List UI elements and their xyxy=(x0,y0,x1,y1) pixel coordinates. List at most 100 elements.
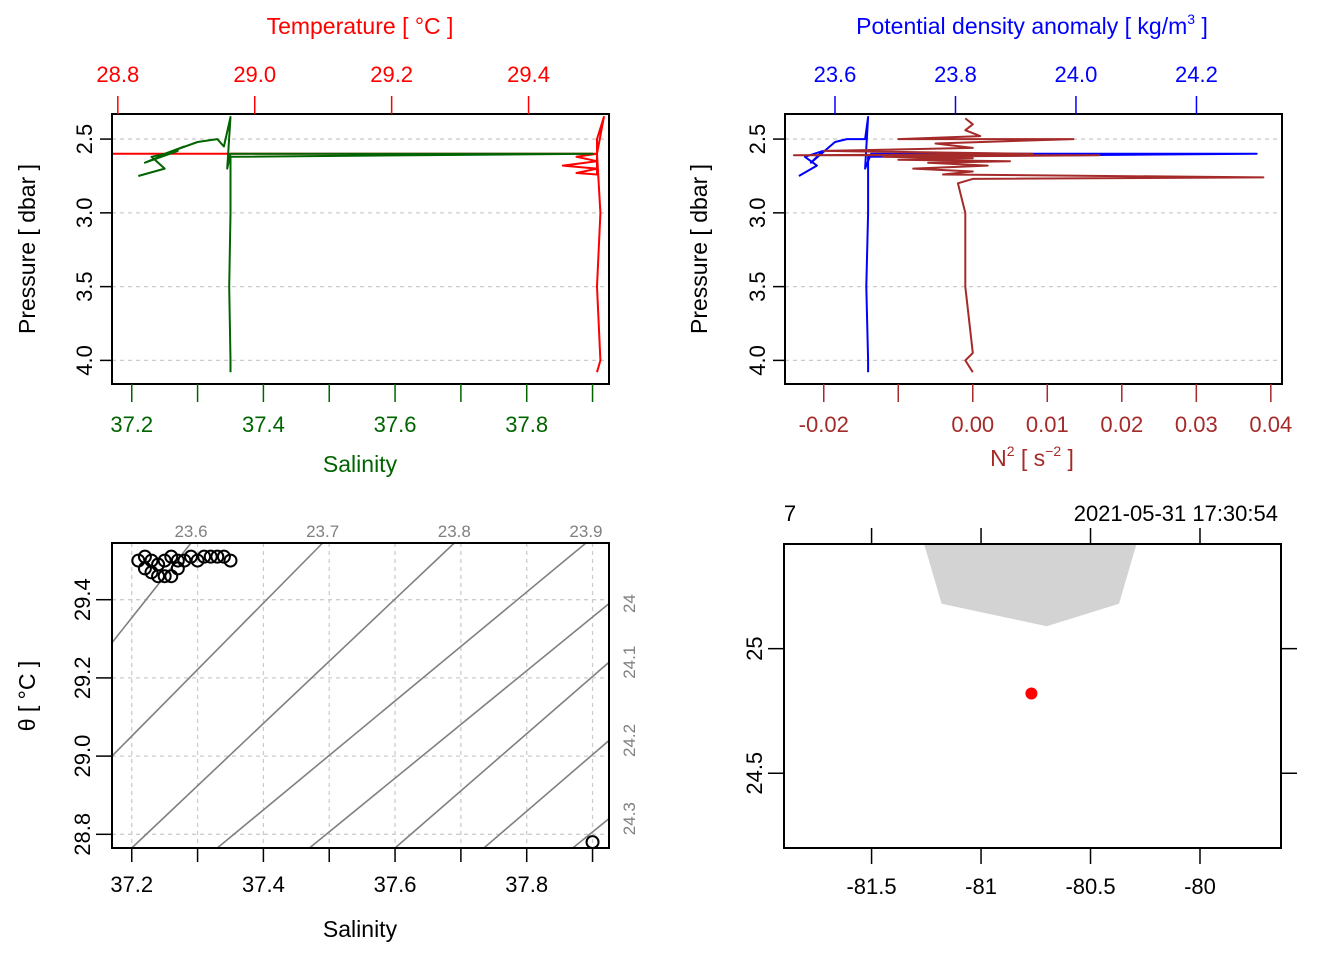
y-axis-latitude: 24.5 25 xyxy=(742,636,1297,795)
x-tick-label: 37.4 xyxy=(242,872,285,897)
ts-point xyxy=(210,549,225,564)
ts-point xyxy=(223,553,238,568)
plot-frame xyxy=(783,543,1282,849)
ts-point xyxy=(170,561,185,576)
land-group xyxy=(924,544,1137,627)
isopycnal-line xyxy=(572,818,610,849)
bottom-tick-label: 0.04 xyxy=(1249,412,1292,437)
panel-density-n2-profile: 23.6 23.8 24.0 24.2 -0.02 0.00 0.01 0.02 0.03 0.… xyxy=(686,11,1292,471)
top-axis-title: Temperature [ °C ] xyxy=(267,13,454,39)
station-datetime-label: 2021-05-31 17:30:54 xyxy=(1074,501,1278,526)
isopycnal-label: 24 xyxy=(620,594,639,613)
isopycnal-label: 23.6 xyxy=(174,522,207,541)
x-tick-label: 37.2 xyxy=(110,872,153,897)
top-tick-label: 29.4 xyxy=(507,62,550,87)
series-line-n2 xyxy=(792,117,1265,373)
top-tick-label: 29.2 xyxy=(370,62,413,87)
x-tick-label: -80.5 xyxy=(1065,874,1115,899)
y-tick-label: 28.8 xyxy=(70,813,95,856)
bottom-axis-title: N2 [ s−2 ] xyxy=(990,443,1074,471)
isopycnal-line xyxy=(483,739,610,849)
y-tick-label: 2.5 xyxy=(72,124,97,155)
series-line-temperature xyxy=(111,116,605,373)
x-tick-label: -81.5 xyxy=(846,874,896,899)
x-axis-title: Salinity xyxy=(323,916,398,942)
y-tick-label: 4.0 xyxy=(745,345,770,376)
station-point xyxy=(1025,687,1038,700)
station-points xyxy=(1025,687,1038,700)
isopycnal-line xyxy=(394,661,610,849)
y-tick-label: 3.0 xyxy=(72,198,97,229)
grid xyxy=(785,138,1282,362)
isopycnal-label: 23.7 xyxy=(306,522,339,541)
y-axis-title: Pressure [ dbar ] xyxy=(14,164,40,334)
x-tick-label: 37.8 xyxy=(505,872,548,897)
y-tick-label: 2.5 xyxy=(745,124,770,155)
series-line-potential-density-anomaly xyxy=(798,116,1258,373)
y-axis-theta: 28.8 29.0 29.2 29.4 xyxy=(70,578,112,856)
y-tick-label: 3.0 xyxy=(745,198,770,229)
ts-point xyxy=(203,549,218,564)
isopycnal-line xyxy=(308,602,610,849)
top-axis-density: 23.6 23.8 24.0 24.2 xyxy=(814,62,1218,114)
y-tick-label: 29.0 xyxy=(70,735,95,778)
isopycnal-label: 23.8 xyxy=(438,522,471,541)
ts-point xyxy=(157,569,172,584)
top-tick-label: 24.0 xyxy=(1055,62,1098,87)
x-tick-label: -81 xyxy=(965,874,997,899)
plot-frame xyxy=(111,113,610,385)
plot-frame xyxy=(784,113,1283,385)
grid xyxy=(112,138,609,362)
y-axis-title: θ [ °C ] xyxy=(14,661,40,732)
bottom-tick-label: 37.6 xyxy=(374,412,417,437)
x-tick-label: 37.6 xyxy=(374,872,417,897)
x-axis-longitude: -81.5 -81 -80.5 -80 xyxy=(846,848,1216,899)
isopycnal-line xyxy=(216,542,587,849)
top-tick-label: 23.8 xyxy=(934,62,977,87)
grid xyxy=(112,543,609,848)
isopycnal-label: 24.2 xyxy=(620,724,639,757)
bottom-tick-label: 37.4 xyxy=(242,412,285,437)
top-tick-label: 23.6 xyxy=(814,62,857,87)
isopycnal-line xyxy=(131,542,455,849)
bottom-tick-label: 0.01 xyxy=(1026,412,1069,437)
bottom-tick-label: 37.2 xyxy=(110,412,153,437)
x-tick-label: -80 xyxy=(1184,874,1216,899)
ts-point xyxy=(197,549,212,564)
land-polygon xyxy=(924,544,1137,627)
bottom-axis-title: Salinity xyxy=(323,451,398,477)
bottom-tick-label: -0.02 xyxy=(799,412,849,437)
y-tick-label: 3.5 xyxy=(745,271,770,302)
y-tick-label: 4.0 xyxy=(72,345,97,376)
bottom-axis-n2: -0.02 0.00 0.01 0.02 0.03 0.04 xyxy=(799,384,1292,437)
top-tick-label: 28.8 xyxy=(96,62,139,87)
x-axis-salinity: 37.2 37.4 37.6 37.8 xyxy=(110,848,594,897)
ts-points xyxy=(131,549,600,850)
bottom-tick-label: 0.02 xyxy=(1100,412,1143,437)
station-number-label: 7 xyxy=(784,501,796,526)
isopycnal-lines: 23.6 23.7 23.8 23.9 24 24.1 24.2 24.3 xyxy=(111,522,639,849)
y-tick-label: 29.4 xyxy=(70,578,95,621)
y-tick-label: 25 xyxy=(742,636,767,660)
plot-frame xyxy=(111,542,610,849)
series-group xyxy=(792,116,1265,373)
bottom-tick-label: 0.03 xyxy=(1175,412,1218,437)
top-axis-title: Potential density anomaly [ kg/m3 ] xyxy=(856,11,1208,39)
bottom-tick-label: 37.8 xyxy=(505,412,548,437)
top-axis-ticks xyxy=(870,528,1201,544)
series-line-salinity xyxy=(138,116,594,373)
isopycnal-line xyxy=(111,542,324,757)
bottom-tick-label: 0.00 xyxy=(951,412,994,437)
y-axis-title: Pressure [ dbar ] xyxy=(686,164,712,334)
y-axis-pressure: 2.5 3.0 3.5 4.0 xyxy=(745,124,785,376)
y-tick-label: 3.5 xyxy=(72,271,97,302)
y-tick-label: 29.2 xyxy=(70,656,95,699)
y-axis-pressure: 2.5 3.0 3.5 4.0 xyxy=(72,124,112,376)
panel-station-map: -81.5 -81 -80.5 -80 24.5 25 7 2021-05-31 17:… xyxy=(742,501,1297,899)
top-tick-label: 29.0 xyxy=(233,62,276,87)
top-tick-label: 24.2 xyxy=(1175,62,1218,87)
series-group xyxy=(111,116,605,373)
y-tick-label: 24.5 xyxy=(742,752,767,795)
